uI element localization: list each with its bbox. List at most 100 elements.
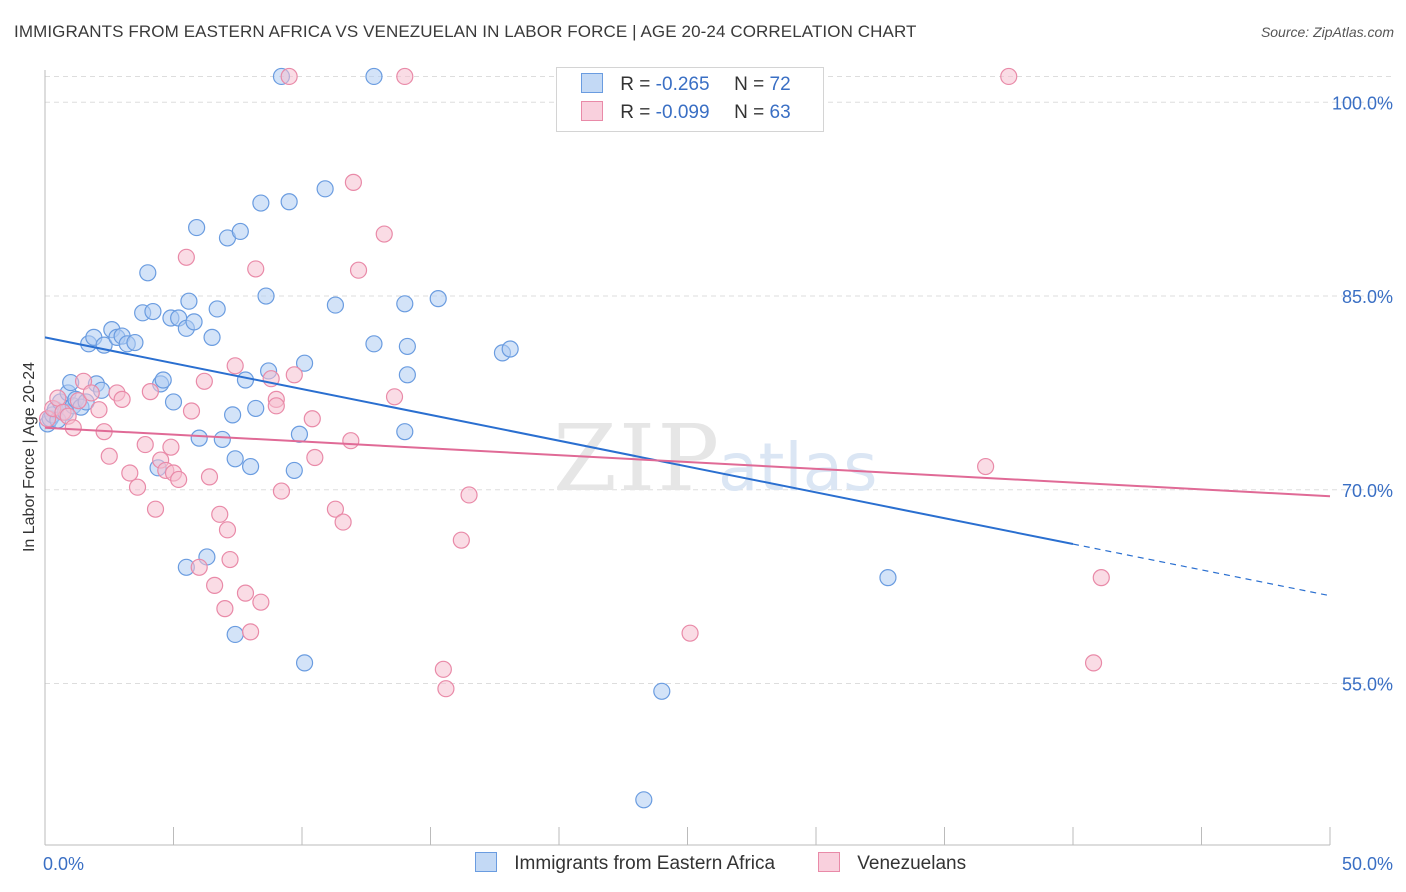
data-point-venezuelans [100, 447, 118, 465]
data-point-eastern-africa [879, 569, 897, 587]
data-point-venezuelans [177, 248, 195, 266]
data-point-eastern-africa [396, 423, 414, 441]
trend-line-eastern-africa [44, 336, 1074, 546]
legend-row-eastern-africa: R = -0.265 N = 72 [581, 73, 791, 99]
data-point-eastern-africa [252, 194, 270, 212]
data-point-venezuelans [136, 435, 154, 454]
data-point-eastern-africa [295, 654, 314, 672]
data-point-venezuelans [344, 173, 362, 191]
data-point-venezuelans [252, 593, 270, 611]
y-tick-label: 70.0% [1342, 481, 1393, 501]
data-point-eastern-africa [653, 682, 671, 700]
data-point-eastern-africa [396, 295, 414, 313]
data-point-venezuelans [1084, 654, 1103, 672]
series-venezuelans-points [38, 67, 1110, 698]
legend-swatch-pink [581, 101, 603, 121]
data-point-eastern-africa [501, 340, 519, 358]
legend-r-value: -0.099 [655, 102, 710, 123]
bottom-legend-swatch-pink [818, 852, 840, 872]
data-point-eastern-africa [226, 450, 244, 468]
data-point-venezuelans [121, 464, 139, 482]
data-point-venezuelans [375, 225, 393, 243]
data-point-venezuelans [452, 531, 470, 549]
data-point-eastern-africa [635, 791, 653, 809]
bottom-legend-label: Immigrants from Eastern Africa [514, 853, 776, 874]
data-point-venezuelans [267, 397, 285, 415]
data-point-venezuelans [342, 432, 360, 450]
y-axis-label: In Labor Force | Age 20-24 [21, 362, 38, 552]
data-point-eastern-africa [203, 328, 221, 346]
data-point-eastern-africa [398, 337, 416, 356]
data-point-venezuelans [200, 468, 219, 486]
data-point-venezuelans [182, 402, 201, 420]
data-point-eastern-africa [224, 406, 242, 424]
data-point-eastern-africa [236, 371, 255, 389]
data-point-eastern-africa [429, 290, 447, 308]
data-point-venezuelans [280, 67, 298, 86]
data-point-eastern-africa [190, 429, 208, 447]
data-point-venezuelans [195, 372, 213, 390]
correlation-legend: R = -0.265 N = 72 R = -0.099 N = 63 [556, 67, 824, 132]
data-point-eastern-africa [213, 430, 231, 449]
legend-n-label: N = [734, 74, 765, 95]
data-point-venezuelans [216, 600, 234, 618]
axes [44, 70, 1331, 846]
y-tick-label: 100.0% [1332, 93, 1393, 113]
data-point-eastern-africa [326, 296, 345, 314]
trend-line-eastern-africa-extension [1072, 543, 1331, 597]
legend-n-value: 72 [769, 74, 791, 95]
data-point-venezuelans [64, 419, 82, 437]
y-tick-label: 85.0% [1342, 287, 1393, 307]
data-point-eastern-africa [126, 333, 144, 352]
trend-line-venezuelans [44, 426, 1331, 498]
chart-title: IMMIGRANTS FROM EASTERN AFRICA VS VENEZU… [14, 22, 917, 41]
legend-row-venezuelans: R = -0.099 N = 63 [581, 101, 791, 127]
bottom-legend-label: Venezuelans [857, 853, 967, 874]
data-point-venezuelans [242, 623, 260, 641]
data-point-venezuelans [221, 550, 239, 569]
bottom-legend-venezuelans: Venezuelans [818, 852, 966, 875]
data-point-venezuelans [272, 482, 291, 500]
data-point-venezuelans [162, 438, 180, 456]
data-point-venezuelans [226, 357, 244, 375]
data-point-eastern-africa [365, 335, 383, 353]
data-point-eastern-africa [139, 264, 157, 282]
data-point-eastern-africa [180, 292, 198, 310]
data-point-eastern-africa [208, 300, 226, 318]
data-point-venezuelans [434, 660, 452, 678]
x-tick-label-max: 50.0% [1342, 854, 1393, 874]
legend-n-label: N = [734, 102, 765, 123]
data-point-venezuelans [285, 366, 303, 384]
data-point-venezuelans [437, 680, 455, 698]
data-point-eastern-africa [365, 67, 383, 86]
data-point-eastern-africa [185, 313, 203, 331]
data-point-eastern-africa [257, 287, 275, 305]
data-point-eastern-africa [242, 457, 260, 476]
data-point-eastern-africa [154, 371, 172, 389]
data-point-venezuelans [236, 584, 255, 602]
data-point-venezuelans [206, 576, 224, 594]
data-point-venezuelans [306, 448, 324, 467]
data-point-venezuelans [49, 389, 67, 407]
bottom-legend-swatch-blue [475, 852, 497, 872]
legend-n-value: 63 [769, 102, 791, 123]
data-point-venezuelans [82, 384, 100, 402]
data-point-venezuelans [211, 505, 229, 523]
y-tick-label: 55.0% [1342, 675, 1393, 695]
legend-swatch-blue [581, 73, 603, 93]
data-point-venezuelans [326, 500, 345, 518]
data-point-eastern-africa [398, 366, 416, 384]
data-point-venezuelans [396, 67, 414, 86]
data-point-venezuelans [170, 470, 188, 489]
data-point-eastern-africa [290, 425, 309, 443]
bottom-legend-eastern-africa: Immigrants from Eastern Africa [475, 852, 775, 875]
data-point-venezuelans [303, 410, 321, 428]
data-point-eastern-africa [188, 218, 206, 237]
data-point-venezuelans [385, 388, 404, 406]
data-point-eastern-africa [295, 354, 314, 372]
data-point-eastern-africa [247, 399, 265, 418]
data-point-eastern-africa [316, 180, 334, 198]
data-point-venezuelans [460, 486, 478, 504]
data-point-venezuelans [69, 392, 88, 410]
